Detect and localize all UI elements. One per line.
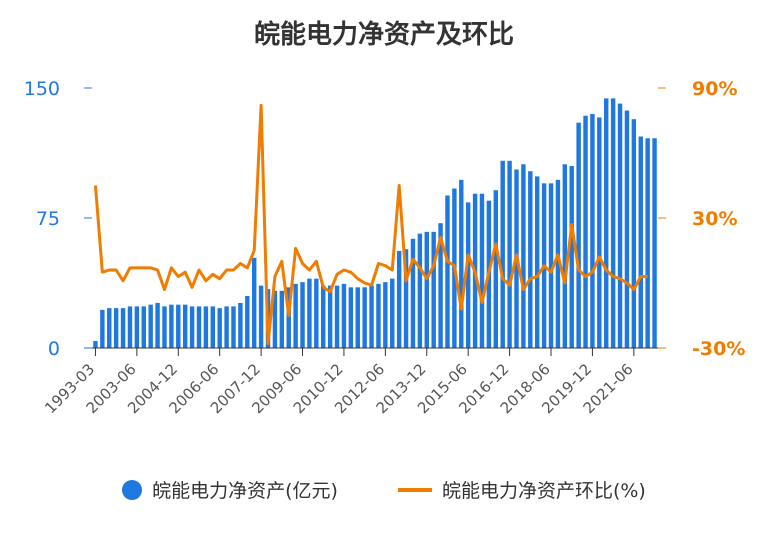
bar [348, 287, 354, 348]
bar [493, 190, 498, 348]
bar [272, 290, 278, 348]
bar [314, 278, 319, 348]
bar [652, 138, 657, 348]
bar [155, 302, 160, 348]
line-series [93, 103, 648, 346]
bar [307, 278, 312, 348]
bar [521, 164, 526, 348]
bar [597, 117, 602, 348]
legend-bar-swatch [122, 479, 143, 500]
bar [100, 309, 105, 348]
bar [562, 164, 568, 348]
bar [535, 176, 540, 348]
bar [127, 306, 133, 348]
bar [500, 160, 505, 348]
line-path [93, 103, 648, 346]
bar [417, 233, 423, 348]
bar [203, 306, 209, 348]
bar [583, 115, 588, 348]
bar [120, 308, 126, 348]
legend-bar-label: 皖能电力净资产(亿元) [152, 480, 338, 502]
bar [286, 287, 291, 348]
bar [231, 306, 236, 348]
bar [624, 110, 630, 348]
bar [224, 306, 229, 348]
bar [210, 306, 215, 348]
bar [279, 290, 285, 348]
bar [341, 283, 347, 348]
bar [196, 306, 202, 348]
bar [459, 179, 464, 348]
bar [638, 136, 643, 348]
bar [93, 341, 98, 348]
axes: 075150-30%30%90%1993-032003-062004-12200… [24, 78, 746, 417]
legend-line-swatch [397, 487, 432, 492]
bar [576, 122, 581, 348]
bar [555, 179, 561, 348]
bar [252, 257, 257, 348]
bar [465, 202, 471, 348]
bar [403, 249, 409, 348]
bar [548, 183, 554, 348]
bar [327, 285, 333, 348]
bar [355, 287, 360, 348]
bar [369, 285, 374, 348]
bar [113, 308, 119, 348]
bar [300, 282, 305, 348]
bar [604, 98, 609, 349]
bar [238, 302, 243, 348]
bar [610, 98, 616, 349]
bar [383, 282, 388, 348]
bar [645, 138, 650, 348]
bar [528, 171, 533, 348]
bar [293, 283, 298, 348]
bar [479, 193, 485, 348]
bar [569, 166, 574, 348]
bar [362, 287, 367, 348]
bar [176, 304, 181, 348]
bar [189, 306, 195, 348]
bar [410, 238, 416, 348]
bar [617, 103, 623, 348]
y-right-tick-label: -30% [692, 338, 745, 360]
bar [334, 285, 340, 348]
bar [321, 285, 326, 348]
y-left-tick-label: 150 [24, 78, 60, 100]
bar [396, 250, 402, 348]
y-right-tick-label: 90% [692, 78, 737, 100]
bar [245, 296, 250, 348]
bar [107, 308, 112, 348]
bar [134, 306, 140, 348]
bar [376, 283, 381, 348]
bar [169, 304, 174, 348]
bar [141, 306, 146, 348]
y-right-tick-label: 30% [692, 208, 737, 230]
bar [507, 160, 512, 348]
bar [631, 119, 637, 348]
bar [148, 304, 153, 348]
legend-item-bar[interactable]: 皖能电力净资产(亿元) [122, 476, 338, 503]
legend-item-line[interactable]: 皖能电力净资产环比(%) [397, 476, 646, 503]
bar [162, 306, 167, 348]
y-left-tick-label: 0 [48, 338, 60, 360]
bar [438, 223, 443, 348]
bar [182, 304, 188, 348]
legend: 皖能电力净资产(亿元) 皖能电力净资产环比(%) [0, 476, 768, 503]
bar [258, 285, 264, 348]
bar [217, 308, 222, 348]
bar [590, 114, 595, 348]
bar [431, 231, 436, 348]
legend-line-label: 皖能电力净资产环比(%) [441, 480, 646, 502]
bar [445, 195, 450, 348]
chart-title: 皖能电力净资产及环比 [253, 20, 514, 50]
bar [424, 231, 429, 348]
y-left-tick-label: 75 [36, 208, 60, 230]
bar [390, 278, 395, 348]
